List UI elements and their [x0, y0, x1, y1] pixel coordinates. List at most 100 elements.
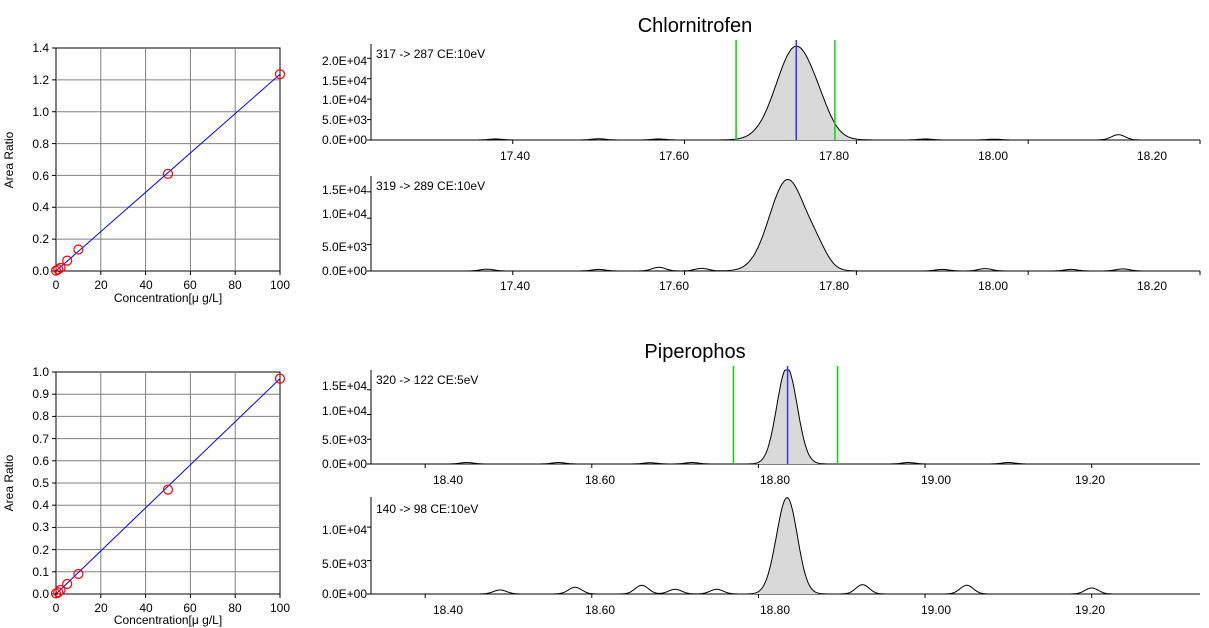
x-tick-label: 40: [139, 278, 153, 292]
calibration-point: [73, 568, 84, 580]
x-tick-label: 0: [53, 278, 60, 292]
y-tick-label: 0.9: [32, 387, 49, 401]
x-tick-label: 19.20: [1075, 473, 1105, 487]
calibration-point: [55, 584, 66, 596]
x-tick-label: 18.80: [760, 603, 790, 617]
x-tick-label: 0: [53, 601, 60, 615]
calibration-point: [274, 373, 286, 384]
calibration-plot-piperophos: 0.0 0.1 0.2 0.3 0.4 0.5 0.6 0.7 0.8 0.9 …: [2, 365, 290, 627]
x-tick-label: 19.00: [921, 603, 951, 617]
y-tick-label: 2.0E+04: [322, 54, 367, 68]
calibration-point: [53, 264, 64, 275]
chromatogram-trace: [371, 497, 1200, 595]
y-tick-label: 0.4: [32, 498, 49, 512]
x-tick-label: 17.40: [500, 149, 530, 163]
x-axis-label: Concentration[μ g/L]: [114, 613, 222, 627]
chromatogram-panel-320-122: 320 -> 122 CE:5eV 0.0E+00 5.0E+03 1.0E+0…: [322, 366, 1200, 487]
chromatogram-panel-140-98: 140 -> 98 CE:10eV 0.0E+00 5.0E+03 1.0E+0…: [322, 497, 1200, 617]
y-tick-label: 0.5: [32, 476, 49, 490]
x-tick-label: 20: [94, 278, 108, 292]
calibration-point: [162, 168, 174, 179]
chromatogram-plot: [367, 366, 1200, 468]
y-tick-label: 0.0E+00: [322, 587, 367, 601]
y-tick-label: 0.0E+00: [322, 457, 367, 471]
calibration-point: [62, 578, 73, 590]
x-tick-label: 40: [139, 601, 153, 615]
transition-label: 317 -> 287 CE:10eV: [376, 47, 485, 61]
transition-label: 140 -> 98 CE:10eV: [376, 502, 478, 516]
y-tick-label: 0.0E+00: [322, 133, 367, 147]
x-tick-label: 18.00: [978, 149, 1008, 163]
y-tick-label: 0.7: [32, 432, 49, 446]
y-tick-label: 0.2: [32, 232, 49, 246]
x-tick-label: 100: [270, 278, 290, 292]
transition-label: 320 -> 122 CE:5eV: [376, 373, 478, 387]
x-tick-label: 19.00: [921, 473, 951, 487]
chromatogram-panel-317-287: 317 -> 287 CE:10eV 0.0E+00 5.0E+03 1.0E+…: [322, 40, 1201, 163]
chromatogram-trace: [371, 45, 1200, 141]
x-tick-label: 18.20: [1137, 279, 1167, 293]
chromatogram-plot: [367, 176, 1201, 275]
calibration-fit-line: [55, 73, 281, 272]
y-tick-label: 0.4: [32, 200, 49, 214]
x-tick-label: 18.80: [760, 473, 790, 487]
x-tick-label: 17.60: [659, 279, 689, 293]
x-tick-label: 18.60: [585, 473, 615, 487]
y-tick-label: 0.6: [32, 454, 49, 468]
x-tick-label: 100: [270, 601, 290, 615]
y-tick-label: 5.0E+03: [322, 113, 367, 127]
transition-label: 319 -> 289 CE:10eV: [376, 179, 485, 193]
y-tick-label: 0.0E+00: [322, 264, 367, 278]
x-tick-label: 17.40: [500, 279, 530, 293]
y-tick-label: 0.0: [32, 587, 49, 601]
y-tick-label: 1.0E+04: [322, 93, 367, 107]
calibration-point: [73, 244, 84, 255]
y-tick-label: 1.2: [32, 73, 49, 87]
x-tick-label: 80: [228, 278, 242, 292]
x-tick-label: 18.60: [585, 603, 615, 617]
y-tick-label: 5.0E+03: [322, 433, 367, 447]
y-tick-label: 1.0E+04: [322, 207, 367, 221]
y-tick-label: 0.6: [32, 169, 49, 183]
peak-area-fill: [715, 179, 860, 271]
y-tick-label: 5.0E+03: [322, 240, 367, 254]
x-tick-label: 60: [183, 601, 197, 615]
x-tick-label: 19.20: [1075, 603, 1105, 617]
x-tick-label: 17.60: [659, 149, 689, 163]
calibration-point: [55, 262, 66, 273]
calibration-point: [274, 69, 286, 80]
y-tick-label: 1.4: [32, 41, 49, 55]
y-tick-label: 1.0: [32, 365, 49, 379]
compound-title-chlornitrofen: Chlornitrofen: [638, 15, 753, 37]
x-tick-label: 80: [228, 601, 242, 615]
x-tick-label: 18.40: [433, 603, 463, 617]
y-tick-label: 5.0E+03: [322, 557, 367, 571]
y-tick-label: 1.5E+04: [322, 379, 367, 393]
chromatogram-panel-319-289: 319 -> 289 CE:10eV 0.0E+00 5.0E+03 1.0E+…: [322, 176, 1201, 293]
plot-frame: [55, 47, 281, 272]
x-axis-label: Concentration[μ g/L]: [114, 291, 222, 305]
y-axis-label: Area Ratio: [2, 131, 16, 188]
y-tick-label: 0.8: [32, 137, 49, 151]
y-tick-label: 1.0E+04: [322, 404, 367, 418]
y-tick-label: 0.2: [32, 543, 49, 557]
y-tick-label: 1.5E+04: [322, 74, 367, 88]
x-tick-label: 20: [94, 601, 108, 615]
chromatogram-trace: [371, 369, 1200, 465]
x-tick-label: 17.80: [819, 279, 849, 293]
x-tick-label: 60: [183, 278, 197, 292]
x-tick-label: 18.20: [1137, 149, 1167, 163]
chromatogram-plot: [367, 40, 1201, 144]
calibration-point: [162, 484, 174, 495]
x-tick-label: 17.80: [819, 149, 849, 163]
y-tick-label: 1.0E+04: [322, 523, 367, 537]
compound-title-piperophos: Piperophos: [644, 341, 745, 363]
calibration-plot-chlornitrofen: 0.0 0.2 0.4 0.6 0.8 1.0 1.2 1.4 0 20 40 …: [2, 41, 290, 305]
chromatogram-plot: [367, 497, 1200, 598]
y-tick-label: 1.0: [32, 105, 49, 119]
peak-area-fill: [747, 497, 828, 594]
y-tick-label: 0.1: [32, 565, 49, 579]
x-tick-label: 18.00: [978, 279, 1008, 293]
y-tick-label: 0.8: [32, 409, 49, 423]
